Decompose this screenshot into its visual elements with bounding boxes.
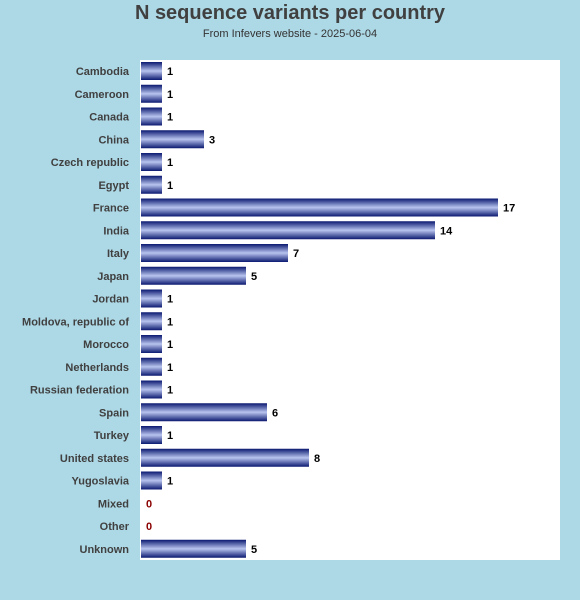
category-label: Czech republic: [51, 157, 129, 169]
bar: [141, 312, 162, 331]
category-label: Spain: [99, 407, 129, 419]
value-label: 1: [167, 430, 173, 442]
value-label: 5: [251, 271, 257, 283]
category-label: China: [98, 134, 129, 146]
category-label: Jordan: [92, 294, 129, 306]
category-label: Russian federation: [30, 385, 129, 397]
category-label: Cameroon: [75, 89, 130, 101]
value-label: 7: [293, 248, 299, 260]
category-label: Canada: [89, 112, 130, 124]
bar: [141, 539, 246, 558]
value-label: 1: [167, 316, 173, 328]
category-label: Yugoslavia: [72, 476, 130, 488]
bar: [141, 153, 162, 171]
value-label: 1: [167, 339, 173, 351]
value-label: 1: [167, 66, 173, 78]
value-label: 1: [167, 89, 173, 101]
bar: [141, 244, 288, 262]
category-label: France: [93, 203, 129, 215]
value-label: 0: [146, 521, 152, 533]
category-label: Netherlands: [65, 362, 129, 374]
value-label: 14: [440, 225, 453, 237]
bar: [141, 62, 162, 80]
value-label: 1: [167, 362, 173, 374]
bar: [141, 448, 309, 467]
bar: [141, 380, 162, 399]
plot-area: [140, 60, 560, 560]
value-label: 6: [272, 407, 278, 419]
category-label: Cambodia: [76, 66, 130, 78]
bar: [141, 266, 246, 285]
bar: [141, 221, 435, 240]
category-label: Morocco: [83, 339, 129, 351]
value-label: 1: [167, 294, 173, 306]
bar: [141, 175, 162, 194]
value-label: 1: [167, 385, 173, 397]
value-label: 8: [314, 453, 320, 465]
bar: [141, 84, 162, 103]
bar: [141, 335, 162, 353]
category-label: Moldova, republic of: [22, 316, 129, 328]
category-label: Egypt: [98, 180, 129, 192]
bar: [141, 426, 162, 444]
value-label: 1: [167, 476, 173, 488]
category-label: India: [103, 225, 130, 237]
bar: [141, 198, 498, 217]
bar: [141, 107, 162, 126]
bar: [141, 289, 162, 308]
category-label: Other: [100, 521, 130, 533]
chart-subtitle: From Infevers website - 2025-06-04: [202, 28, 378, 40]
category-label: Mixed: [98, 498, 129, 510]
value-label: 1: [167, 112, 173, 124]
bar: [141, 357, 162, 376]
value-label: 1: [167, 157, 173, 169]
bar: [141, 130, 204, 149]
value-label: 17: [503, 203, 515, 215]
bar: [141, 403, 267, 422]
category-label: Turkey: [94, 430, 130, 442]
chart-title: N sequence variants per country: [134, 2, 446, 24]
category-label: Italy: [107, 248, 130, 260]
category-label: Unknown: [80, 544, 130, 556]
value-label: 0: [146, 498, 152, 510]
bar: [141, 471, 162, 490]
value-label: 1: [167, 180, 173, 192]
value-label: 5: [251, 544, 257, 556]
value-label: 3: [209, 134, 215, 146]
category-label: United states: [60, 453, 129, 465]
category-label: Japan: [97, 271, 129, 283]
